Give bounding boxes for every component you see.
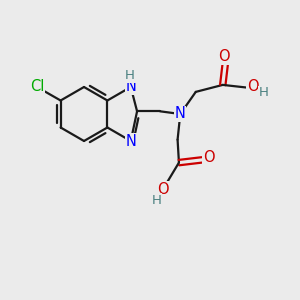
Text: N: N [125, 134, 136, 148]
Text: N: N [175, 106, 186, 122]
Text: O: O [203, 150, 214, 165]
Text: H: H [125, 69, 135, 82]
Text: H: H [259, 86, 269, 100]
Text: Cl: Cl [30, 80, 44, 94]
Text: N: N [125, 80, 136, 94]
Text: O: O [158, 182, 169, 197]
Text: O: O [247, 79, 258, 94]
Text: H: H [151, 194, 161, 207]
Text: O: O [218, 49, 230, 64]
